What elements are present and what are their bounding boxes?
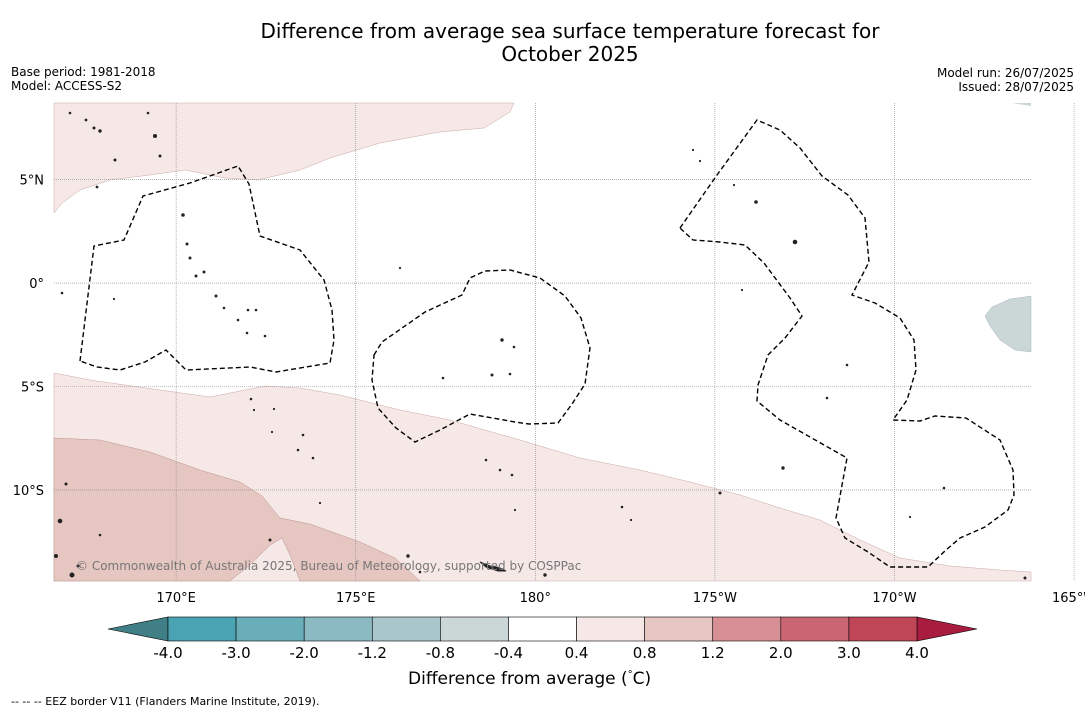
model-text: Model: ACCESS-S2 [11,79,123,93]
islands [54,111,1027,580]
colorbar-tick-labels: -4.0 -3.0 -2.0 -1.2 -0.8 -0.4 0.4 0.8 1.2 2.0 3.0 4… [153,644,929,662]
lat-tick-label: 5°S [21,380,44,395]
eez-borders [79,119,1015,568]
colorbar-cell [371,616,441,642]
colorbar: -4.0 -3.0 -2.0 -1.2 -0.8 -0.4 0.4 0.8 1.2 2.0 3.0 4… [107,616,978,662]
lon-tick-label: 175°E [336,591,376,606]
colorbar-tick-label: -1.2 [358,644,387,662]
anomaly-region-north [53,102,515,214]
gridlines [54,103,1075,581]
colorbar-title: Difference from average (°C) [408,669,651,689]
eez-footnote: -- -- -- EEZ border V11 (Flanders Marine… [11,695,320,708]
colorbar-title-degree: ° [627,669,633,681]
colorbar-tick-label: 1.2 [701,644,725,662]
model-run-text: Model run: 26/07/2025 [936,66,1074,80]
title-line-1: Difference from average sea surface temp… [260,19,880,43]
colorbar-tick-label: -3.0 [221,644,250,662]
colorbar-title-suffix: C) [632,669,652,689]
anomaly-region-northeast-cool [1012,103,1031,106]
anomaly-region-east-cool [984,295,1032,353]
title-line-2: October 2025 [501,42,639,66]
colorbar-cells [167,616,918,642]
colorbar-cell [508,616,577,642]
anomaly-region-southwest [53,437,421,582]
lat-tick-label: 5°N [20,174,45,189]
colorbar-cell [712,616,782,642]
eez-border-east [679,119,1015,568]
colorbar-cell [780,616,850,642]
colorbar-tick-label: -4.0 [153,644,182,662]
colorbar-tick-label: 3.0 [837,644,861,662]
lon-tick-label: 170°E [156,591,196,606]
lon-tick-label: 175°W [693,591,737,606]
longitude-labels: 170°E175°E180°175°W170°W165°W160°W155°W1… [156,591,1085,606]
colorbar-cell [167,616,237,642]
map-credit: © Commonwealth of Australia 2025, Bureau… [76,559,581,573]
lat-tick-label: 0° [29,277,44,292]
colorbar-cell [576,616,645,642]
colorbar-title-prefix: Difference from average ( [408,669,628,689]
colorbar-tick-label: -0.4 [494,644,523,662]
colorbar-cell [644,616,714,642]
page-title: Difference from average sea surface temp… [0,20,1085,66]
colorbar-cell [440,616,509,642]
colorbar-extend-high [916,616,978,642]
meta-right: Model run: 26/07/2025 Issued: 28/07/2025 [937,66,1074,94]
lon-tick-label: 170°W [872,591,916,606]
colorbar-tick-label: -2.0 [290,644,319,662]
base-period-text: Base period: 1981-2018 [11,65,156,79]
lat-tick-label: 10°S [13,484,44,499]
colorbar-tick-label: 4.0 [905,644,929,662]
colorbar-cell [235,616,305,642]
eez-border-west [79,165,335,373]
colorbar-tick-label: -0.8 [426,644,455,662]
eez-border-central [371,269,591,443]
colorbar-tick-label: 2.0 [769,644,793,662]
meta-left: Base period: 1981-2018 Model: ACCESS-S2 [11,65,156,93]
colorbar-tick-label: 0.4 [565,644,589,662]
lon-tick-label: 180° [520,591,551,606]
colorbar-extend-low [107,616,169,642]
latitude-labels: 5°N 0° 5°S 10°S [13,174,44,499]
issued-text: Issued: 28/07/2025 [958,80,1074,94]
lon-tick-label: 165°W [1052,591,1085,606]
colorbar-cell [848,616,918,642]
colorbar-cell [303,616,373,642]
colorbar-tick-label: 0.8 [633,644,657,662]
map-panel: © Commonwealth of Australia 2025, Bureau… [53,102,1075,582]
